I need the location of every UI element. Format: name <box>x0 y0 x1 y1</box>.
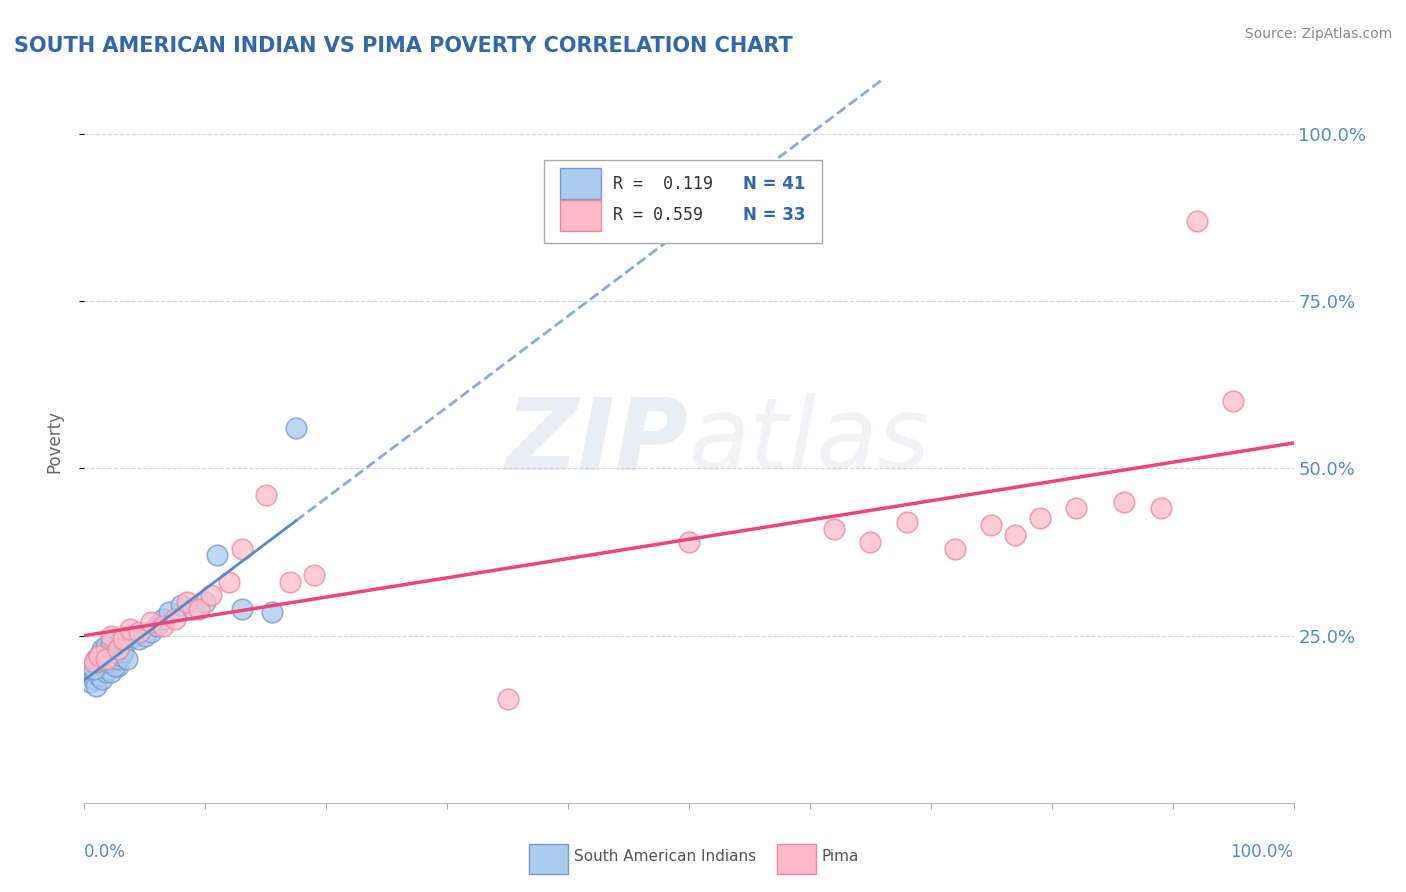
Point <box>152 612 174 626</box>
Point <box>83 672 105 686</box>
Point <box>91 642 114 657</box>
Point <box>165 612 187 626</box>
Point <box>139 615 162 630</box>
Point <box>107 652 129 666</box>
Text: R = 0.559: R = 0.559 <box>613 206 703 225</box>
Point <box>86 679 108 693</box>
Point <box>218 575 240 590</box>
Point <box>91 672 114 686</box>
Text: N = 41: N = 41 <box>744 175 806 193</box>
Text: N = 33: N = 33 <box>744 206 806 225</box>
Point <box>79 675 101 690</box>
Point <box>231 541 253 556</box>
Point <box>496 692 519 706</box>
Point <box>112 632 135 646</box>
Point <box>157 605 180 619</box>
Point <box>200 589 222 603</box>
Point <box>284 421 308 435</box>
Point <box>87 669 110 683</box>
Point <box>104 658 127 673</box>
Point <box>121 630 143 644</box>
Point <box>83 655 105 669</box>
Point <box>91 645 114 659</box>
Point <box>1114 494 1136 508</box>
Point <box>110 648 132 663</box>
Point <box>100 628 122 642</box>
Point <box>1149 501 1171 516</box>
FancyBboxPatch shape <box>529 844 568 874</box>
Point <box>943 541 966 556</box>
Text: 0.0%: 0.0% <box>84 843 127 861</box>
Point <box>1185 214 1208 228</box>
Point <box>896 515 918 529</box>
Point <box>302 568 325 582</box>
Point <box>115 628 138 642</box>
Point <box>207 548 229 563</box>
Point <box>260 605 283 619</box>
Point <box>1222 394 1244 409</box>
FancyBboxPatch shape <box>560 200 600 230</box>
Point <box>94 665 117 680</box>
Point <box>115 652 138 666</box>
Text: atlas: atlas <box>689 393 931 490</box>
Point <box>678 534 700 549</box>
Point <box>110 632 132 646</box>
FancyBboxPatch shape <box>544 160 823 243</box>
Point <box>1004 528 1026 542</box>
Point <box>86 652 108 666</box>
Point <box>112 645 135 659</box>
Point <box>104 655 127 669</box>
Point <box>94 652 117 666</box>
Point <box>107 658 129 673</box>
Point <box>86 655 108 669</box>
Point <box>176 595 198 609</box>
Point <box>100 665 122 680</box>
Point <box>181 602 204 616</box>
Point <box>278 575 301 590</box>
Point <box>94 655 117 669</box>
Point <box>100 635 122 649</box>
Text: 100.0%: 100.0% <box>1230 843 1294 861</box>
Point <box>120 622 142 636</box>
Point <box>188 602 211 616</box>
Point <box>1028 511 1050 525</box>
Text: R =  0.119: R = 0.119 <box>613 175 713 193</box>
Y-axis label: Poverty: Poverty <box>45 410 63 473</box>
Point <box>170 599 193 613</box>
Point <box>128 625 150 640</box>
Point <box>254 488 277 502</box>
Point <box>1064 501 1087 516</box>
Point <box>139 625 162 640</box>
Text: ZIP: ZIP <box>506 393 689 490</box>
Point <box>87 648 110 663</box>
Point <box>859 534 882 549</box>
Point <box>107 642 129 657</box>
Point <box>128 632 150 646</box>
Text: South American Indians: South American Indians <box>574 849 756 864</box>
Point <box>97 652 120 666</box>
Point <box>83 662 105 676</box>
Text: Pima: Pima <box>823 849 859 864</box>
Point <box>134 628 156 642</box>
Point <box>823 521 845 535</box>
Point <box>194 595 217 609</box>
FancyBboxPatch shape <box>560 169 600 199</box>
Text: SOUTH AMERICAN INDIAN VS PIMA POVERTY CORRELATION CHART: SOUTH AMERICAN INDIAN VS PIMA POVERTY CO… <box>14 36 793 55</box>
Point <box>94 639 117 653</box>
Point <box>97 662 120 676</box>
Point <box>152 618 174 632</box>
Text: Source: ZipAtlas.com: Source: ZipAtlas.com <box>1244 27 1392 41</box>
Point <box>231 602 253 616</box>
FancyBboxPatch shape <box>778 844 815 874</box>
Point <box>87 648 110 663</box>
Point <box>146 618 169 632</box>
Point <box>980 518 1002 533</box>
